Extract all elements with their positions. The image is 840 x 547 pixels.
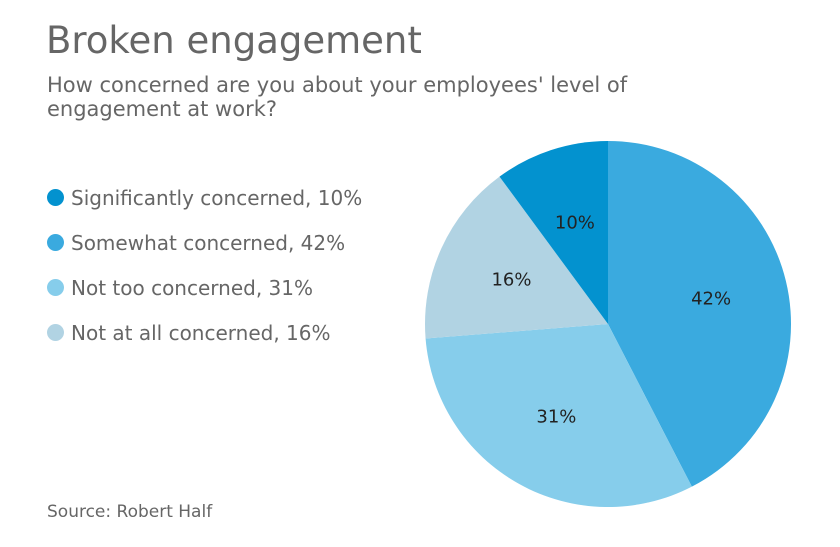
data-label-somewhat-concerned: 42% — [691, 289, 731, 310]
legend-item-not-too-concerned: Not too concerned, 31% — [47, 265, 362, 310]
source-note: Source: Robert Half — [47, 502, 213, 522]
pie-slice-somewhat-concerned — [608, 141, 792, 487]
legend-item-somewhat-concerned: Somewhat concerned, 42% — [47, 220, 362, 265]
pie-slices — [425, 141, 792, 508]
pie-slice-significantly-concerned — [499, 141, 608, 324]
legend-dot-not-too-concerned — [47, 279, 64, 296]
legend-label-not-at-all-concerned: Not at all concerned, 16% — [71, 320, 331, 345]
pie-labels: 42% 31% 16% 10% — [491, 213, 731, 428]
legend: Significantly concerned, 10% Somewhat co… — [47, 175, 362, 355]
legend-item-significantly-concerned: Significantly concerned, 10% — [47, 175, 362, 220]
legend-item-not-at-all-concerned: Not at all concerned, 16% — [47, 310, 362, 355]
legend-dot-somewhat-concerned — [47, 234, 64, 251]
chart-subtitle: How concerned are you about your employe… — [47, 73, 628, 121]
legend-label-significantly-concerned: Significantly concerned, 10% — [71, 185, 363, 210]
chart-title: Broken engagement — [46, 19, 422, 62]
pie-slice-not-too-concerned — [425, 324, 692, 508]
pie-slice-not-at-all-concerned — [425, 176, 608, 339]
data-label-not-at-all-concerned: 16% — [491, 269, 531, 290]
data-label-significantly-concerned: 10% — [555, 213, 595, 234]
legend-label-somewhat-concerned: Somewhat concerned, 42% — [71, 230, 346, 255]
data-label-not-too-concerned: 31% — [536, 406, 576, 427]
legend-dot-significantly-concerned — [47, 189, 64, 206]
legend-dot-not-at-all-concerned — [47, 324, 64, 341]
legend-label-not-too-concerned: Not too concerned, 31% — [71, 275, 313, 300]
